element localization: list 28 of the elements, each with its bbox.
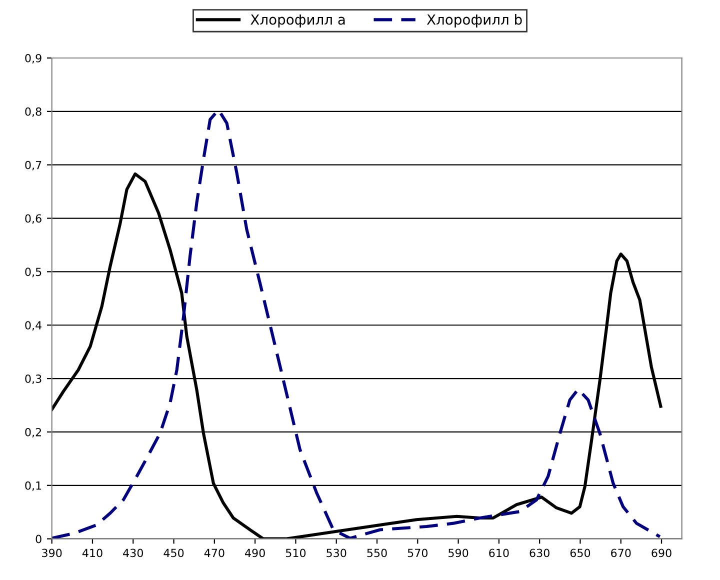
x-tick-label: 630 bbox=[530, 548, 550, 558]
x-tick-label: 390 bbox=[42, 548, 62, 558]
y-tick-label: 0,4 bbox=[25, 321, 42, 331]
y-tick-label: 0,7 bbox=[25, 160, 42, 170]
x-tick-label: 650 bbox=[570, 548, 590, 558]
y-tick-label: 0,5 bbox=[25, 268, 42, 278]
x-tick-label: 550 bbox=[367, 548, 387, 558]
legend-label: Хлорофилл b bbox=[426, 14, 522, 28]
x-tick-label: 670 bbox=[611, 548, 631, 558]
x-tick-label: 690 bbox=[652, 548, 672, 558]
y-tick-label: 0,6 bbox=[25, 214, 42, 224]
x-tick-label: 510 bbox=[286, 548, 306, 558]
x-tick-label: 410 bbox=[82, 548, 102, 558]
y-tick-label: 0 bbox=[36, 534, 42, 544]
y-tick-label: 0,3 bbox=[25, 374, 42, 384]
legend-label: Хлорофилл a bbox=[250, 14, 345, 28]
x-tick-label: 430 bbox=[123, 548, 143, 558]
x-tick-label: 610 bbox=[489, 548, 509, 558]
y-tick-label: 0,1 bbox=[25, 481, 42, 491]
x-tick-label: 570 bbox=[408, 548, 428, 558]
y-tick-label: 0,8 bbox=[25, 107, 42, 117]
x-tick-label: 590 bbox=[448, 548, 468, 558]
y-tick-label: 0,2 bbox=[25, 428, 42, 438]
x-tick-label: 490 bbox=[245, 548, 265, 558]
y-tick-label: 0,9 bbox=[25, 54, 42, 64]
x-tick-label: 470 bbox=[204, 548, 224, 558]
x-tick-label: 450 bbox=[164, 548, 184, 558]
x-tick-label: 530 bbox=[326, 548, 346, 558]
